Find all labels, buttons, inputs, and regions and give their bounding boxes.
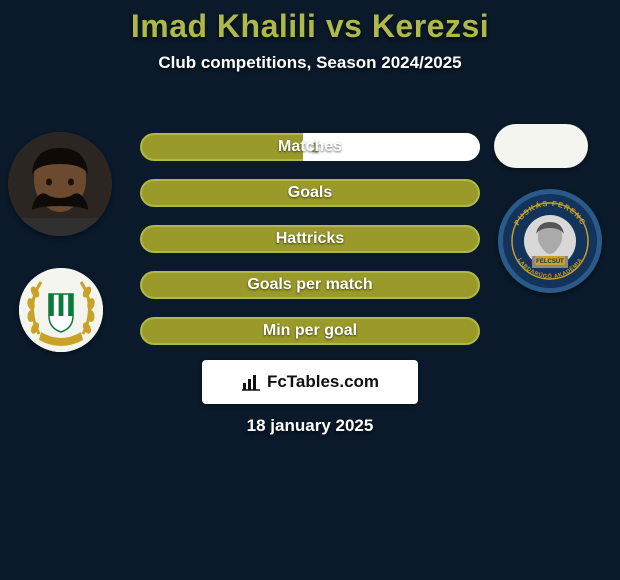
- stat-row: Goals: [140, 179, 480, 207]
- crest-town-label: FELCSÚT: [536, 258, 564, 265]
- stat-label: Goals per match: [140, 271, 480, 299]
- watermark-badge: FcTables.com: [202, 360, 418, 404]
- stat-row: Goals per match: [140, 271, 480, 299]
- stat-row: 1Matches: [140, 133, 480, 161]
- bar-chart-icon: [241, 372, 261, 392]
- stat-row: Hattricks: [140, 225, 480, 253]
- club-left-crest: [19, 268, 103, 352]
- player-right-avatar-placeholder: [494, 124, 588, 168]
- hammarby-crest-icon: [19, 268, 103, 352]
- puskas-crest-icon: PUSKÁS FERENC LABDARÚGÓ AKADÉMIA FELCSÚT: [503, 194, 597, 288]
- watermark-text: FcTables.com: [267, 372, 379, 392]
- page-title: Imad Khalili vs Kerezsi: [0, 8, 620, 45]
- stat-row: Min per goal: [140, 317, 480, 345]
- page-subtitle: Club competitions, Season 2024/2025: [0, 53, 620, 73]
- player-left-avatar: [8, 132, 112, 236]
- stat-label: Min per goal: [140, 317, 480, 345]
- comparison-bars: 1Matches Goals Hattricks Goals per match Min…: [140, 133, 480, 363]
- stat-label: Goals: [140, 179, 480, 207]
- stat-label: Matches: [140, 133, 480, 161]
- player-left-face-icon: [8, 132, 112, 236]
- infographic-date: 18 january 2025: [0, 416, 620, 436]
- club-right-crest: PUSKÁS FERENC LABDARÚGÓ AKADÉMIA FELCSÚT: [498, 189, 602, 293]
- stat-label: Hattricks: [140, 225, 480, 253]
